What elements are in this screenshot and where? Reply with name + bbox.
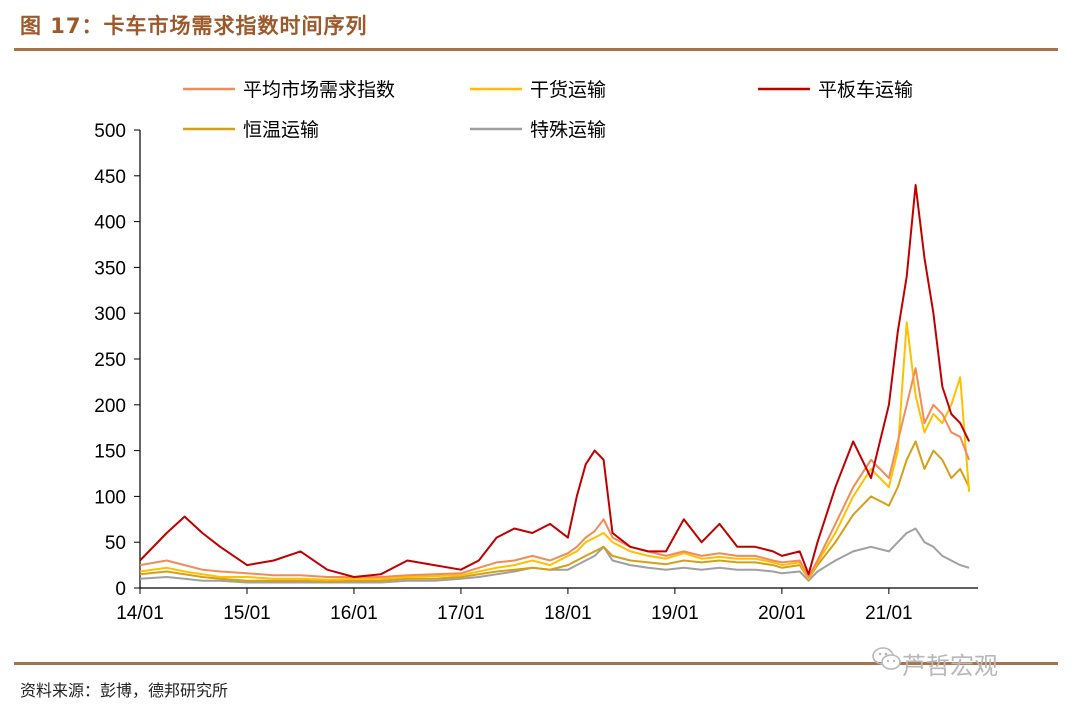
series-line-4 (139, 440, 970, 583)
y-tick-label: 200 (94, 396, 126, 417)
figure-title: 图 17：卡车市场需求指数时间序列 (20, 14, 368, 38)
legend-label: 恒温运输 (243, 119, 319, 141)
y-tick-label: 250 (94, 350, 126, 371)
y-tick-label: 50 (105, 533, 126, 554)
chart-axes: 0 50 100 150 200 250 300 350 400 450 500 14/01 15/01… (94, 121, 978, 624)
series-line-3 (139, 184, 970, 578)
legend-label: 平均市场需求指数 (243, 79, 395, 101)
chart-series (139, 184, 971, 584)
x-tick-label: 18/01 (544, 603, 592, 624)
y-tick-label: 300 (94, 304, 126, 325)
legend-label: 平板车运输 (818, 79, 913, 101)
wechat-icon (872, 647, 901, 670)
x-tick-label: 15/01 (223, 603, 271, 624)
title-rule (14, 48, 1058, 51)
x-tick-label: 16/01 (330, 603, 378, 624)
y-tick-label: 350 (94, 258, 126, 279)
line-chart: 0 50 100 150 200 250 300 350 400 450 500 14/01 15/01… (94, 79, 978, 624)
x-tick-label: 19/01 (651, 603, 699, 624)
y-tick-label: 100 (94, 487, 126, 508)
legend-label: 特殊运输 (530, 119, 606, 141)
y-tick-label: 450 (94, 167, 126, 188)
y-tick-label: 0 (115, 579, 126, 600)
series-line-1 (139, 367, 971, 578)
legend-label: 干货运输 (530, 79, 606, 101)
watermark-text: 芦哲宏观 (902, 652, 998, 680)
source-note: 资料来源：彭博，德邦研究所 (20, 681, 229, 700)
x-tick-label: 20/01 (758, 603, 806, 624)
y-tick-label: 400 (94, 213, 126, 234)
x-tick-label: 14/01 (116, 603, 164, 624)
x-tick-label: 17/01 (437, 603, 485, 624)
x-tick-label: 21/01 (865, 603, 913, 624)
series-line-5 (139, 527, 970, 584)
y-tick-label: 500 (94, 121, 126, 142)
source-rule (14, 662, 1058, 665)
series-line-2 (139, 321, 971, 581)
y-tick-label: 150 (94, 442, 126, 463)
